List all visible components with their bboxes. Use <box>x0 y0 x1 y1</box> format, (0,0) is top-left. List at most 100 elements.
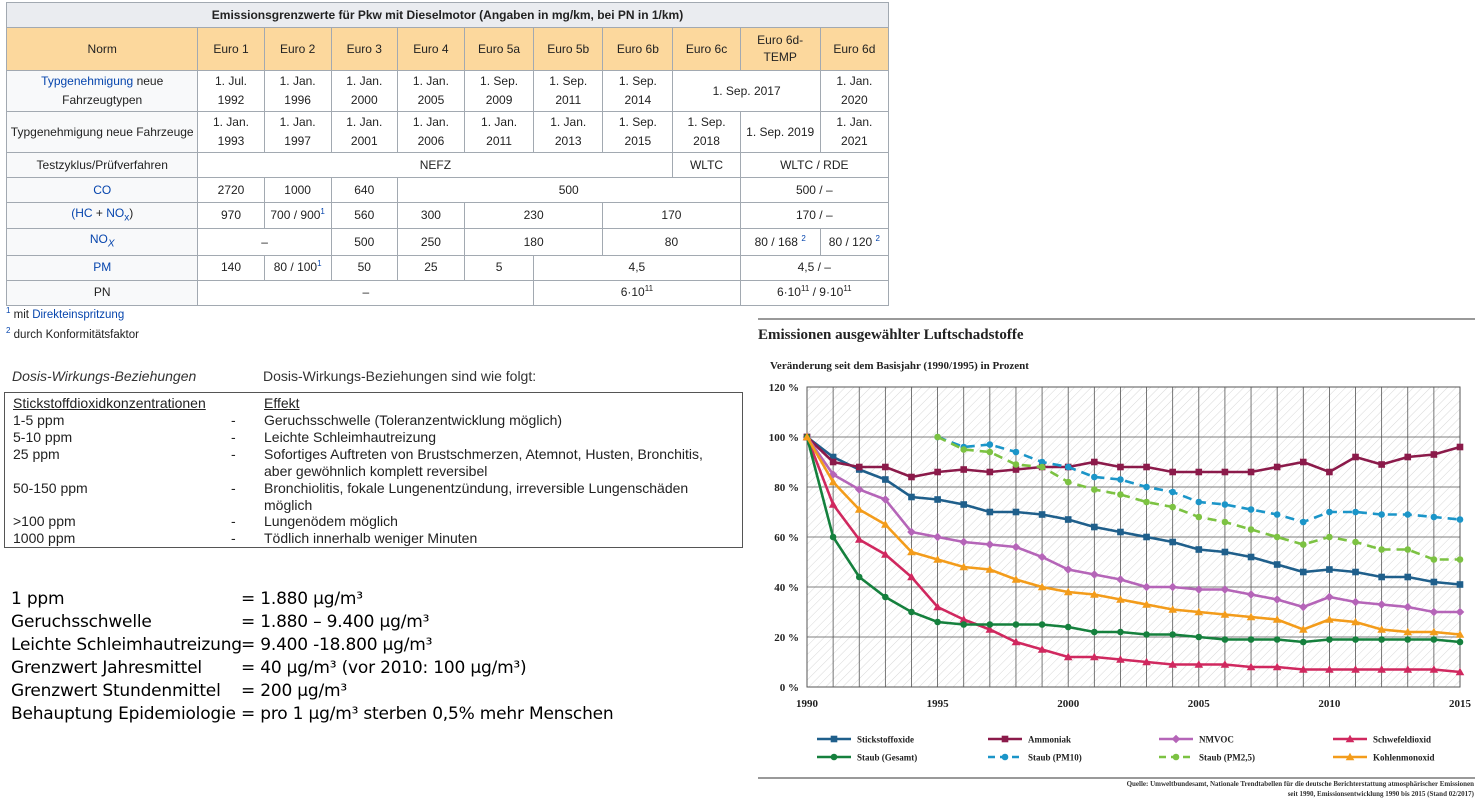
header-cell: Euro 1 <box>197 27 265 71</box>
data-point <box>1142 657 1151 666</box>
data-point <box>960 501 968 508</box>
row-label: CO <box>5 177 199 203</box>
table-cell: 4,5 / – <box>739 254 890 281</box>
series-ammoniak <box>803 433 1464 481</box>
table-cell: 1. Jul. 1992 <box>197 70 265 112</box>
data-point <box>855 463 863 471</box>
co-link[interactable]: CO <box>93 182 112 197</box>
cell-text: 80 / 120 <box>828 234 876 249</box>
data-point <box>1011 542 1021 552</box>
conversion-value: = 9.400 -18.800 µg/m³ <box>241 635 433 655</box>
conversion-label: Grenzwert Jahresmittel <box>11 658 202 678</box>
data-point <box>1011 637 1021 646</box>
data-point <box>1038 463 1046 471</box>
data-point <box>1012 461 1020 468</box>
cell-text: 80 / 168 <box>754 234 802 249</box>
data-point <box>1246 662 1256 671</box>
table-cell: 1. Sep. 2009 <box>463 70 535 112</box>
data-point <box>1116 595 1125 603</box>
data-point <box>1404 636 1412 643</box>
conversion-label: Behauptung Epidemiologie <box>11 704 236 724</box>
direkteinspritzung-link[interactable]: Direkteinspritzung <box>32 309 125 321</box>
data-point <box>1351 665 1360 673</box>
data-point <box>1351 617 1360 626</box>
data-point <box>986 468 994 476</box>
typgenehmigung-link[interactable]: Typgenehmigung <box>41 74 134 88</box>
data-point <box>1455 607 1465 617</box>
nox-link[interactable]: NOx <box>106 206 129 223</box>
table-cell: 50 <box>330 254 398 281</box>
table-cell: 80 / 168 2 <box>739 228 821 256</box>
data-point <box>1246 590 1256 599</box>
pm-link[interactable]: PM <box>93 260 112 275</box>
table-cell: 1. Sep. 2019 <box>739 111 821 153</box>
data-point <box>1194 585 1204 594</box>
x-tick-label: 1995 <box>927 698 950 710</box>
data-point <box>1247 553 1255 561</box>
table-row: Typgenehmigung neue Fahrzeugtypen 1. Jul… <box>5 70 890 112</box>
data-point <box>1143 483 1150 491</box>
data-point <box>1091 458 1098 466</box>
table-cell: – <box>197 279 535 306</box>
data-point <box>1116 575 1125 584</box>
table-cell: 1. Jan. 2013 <box>533 111 604 153</box>
footnote-ref[interactable]: 2 <box>875 233 880 243</box>
data-point <box>1143 533 1150 541</box>
chart-title: Emissionen ausgewählter Luftschadstoffe <box>758 327 1024 343</box>
data-point <box>1299 518 1307 526</box>
data-point <box>1221 548 1229 556</box>
data-point <box>1168 605 1177 613</box>
series-staub-pm10 <box>934 433 1464 526</box>
data-point <box>1326 468 1333 476</box>
conversion-label: Geruchsschwelle <box>11 612 152 632</box>
header-cell: Euro 2 <box>263 27 332 71</box>
data-point <box>1091 628 1098 636</box>
data-point <box>1326 566 1333 573</box>
data-point <box>1299 541 1307 548</box>
table-cell: 6·1011 / 9·1011 <box>739 279 890 306</box>
conversion-value: = 40 µg/m³ (vor 2010: 100 µg/m³) <box>241 658 527 678</box>
data-point <box>881 495 890 504</box>
data-point <box>1272 595 1282 604</box>
data-point <box>882 463 889 471</box>
legend-item: Kohlenmonoxid <box>1333 753 1435 763</box>
data-point <box>1247 636 1255 643</box>
data-point <box>1037 582 1047 591</box>
data-point <box>1345 734 1355 743</box>
data-point <box>1195 468 1203 476</box>
data-point <box>907 547 916 556</box>
data-point <box>1378 636 1385 643</box>
header-cell: Euro 5b <box>533 27 604 71</box>
header-cell: Euro 6b <box>602 27 674 71</box>
data-point <box>1456 443 1464 451</box>
data-point <box>1064 463 1072 471</box>
data-point <box>854 505 864 513</box>
footnote-ref[interactable]: 1 <box>317 259 322 269</box>
dose-heading-text: Dosis-Wirkungs-Beziehungen sind wie folg… <box>263 368 537 384</box>
data-point <box>1272 662 1282 671</box>
data-point <box>1090 570 1099 579</box>
data-point <box>985 625 995 633</box>
table-row: Typgenehmigung neue Fahrzeuge 1. Jan. 19… <box>5 111 890 153</box>
data-point <box>1221 636 1229 643</box>
series-staub-gesamt <box>803 433 1464 646</box>
footnote-ref[interactable]: 1 <box>320 207 325 217</box>
row-label: Testzyklus/Prüfverfahren <box>5 152 199 178</box>
data-point <box>1091 523 1098 531</box>
table-row: Testzyklus/Prüfverfahren NEFZ WLTC WLTC … <box>5 152 890 178</box>
data-point <box>1012 621 1020 628</box>
hc-link[interactable]: HC <box>75 206 93 220</box>
nox-link[interactable]: NOX <box>90 232 115 249</box>
data-point <box>1117 628 1124 636</box>
table-cell: 1. Jan. 2021 <box>819 111 890 153</box>
data-point <box>1037 552 1047 562</box>
footnote-ref[interactable]: 2 <box>801 233 806 243</box>
paren-text: ) <box>129 206 134 220</box>
data-point <box>1117 476 1124 483</box>
data-point <box>1117 491 1124 498</box>
concentration: 25 ppm <box>13 446 60 462</box>
chart-source-line-2: seit 1990, Emissionsentwicklung 1990 bis… <box>1288 790 1475 798</box>
table-cell: 1. Jan. 1993 <box>197 111 265 153</box>
conversion-label: 1 ppm <box>11 589 65 609</box>
data-point <box>1326 533 1333 541</box>
